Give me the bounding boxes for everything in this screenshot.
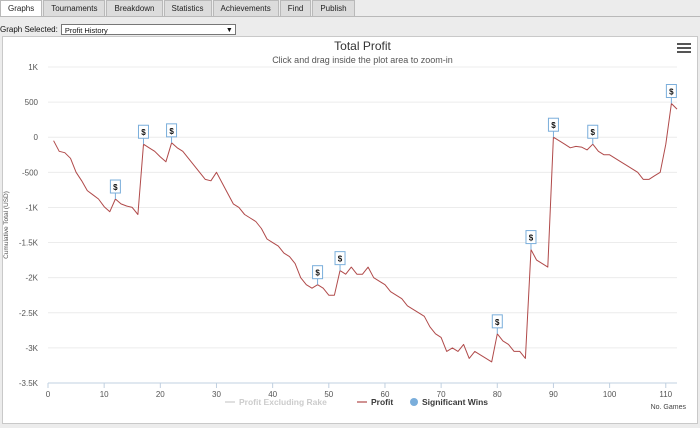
x-axis-title: No. Games (651, 404, 687, 411)
significant-win-flag (525, 230, 537, 245)
x-tick-label: 80 (493, 390, 502, 399)
significant-win-flag (491, 314, 503, 329)
significant-win-flag (312, 265, 324, 280)
x-tick-label: 0 (46, 390, 51, 399)
significant-win-flag (109, 179, 121, 194)
significant-win-label: $ (315, 269, 320, 278)
y-tick-label: -500 (22, 168, 39, 177)
significant-win-label: $ (495, 318, 500, 327)
y-tick-label: 0 (34, 133, 39, 142)
chart-title: Total Profit (334, 39, 391, 53)
y-tick-label: 1K (28, 63, 38, 72)
tab-tournaments[interactable]: Tournaments (43, 0, 106, 16)
significant-win-label: $ (338, 255, 343, 264)
significant-win-label: $ (669, 88, 674, 97)
tab-find[interactable]: Find (279, 0, 312, 16)
profit-chart[interactable]: Total Profit Click and drag inside the pl… (3, 37, 697, 423)
x-tick-label: 10 (100, 390, 109, 399)
significant-win-flag (547, 117, 559, 132)
significant-win-flag (137, 124, 149, 139)
significant-win-label: $ (141, 128, 146, 137)
x-tick-label: 40 (268, 390, 277, 399)
significant-win-label: $ (169, 127, 174, 136)
x-tick-label: 90 (549, 390, 558, 399)
x-tick-label: 100 (603, 390, 617, 399)
significant-win-flag (587, 124, 599, 139)
tab-publish[interactable]: Publish (312, 0, 355, 16)
chevron-down-icon: ▼ (225, 26, 233, 34)
graph-select-value: Profit History (64, 25, 108, 35)
x-tick-label: 70 (437, 390, 446, 399)
tab-bar: Graphs Tournaments Breakdown Statistics Achi… (0, 0, 356, 17)
graph-select-label: Graph Selected: (0, 24, 58, 34)
y-tick-label: -2K (26, 274, 39, 283)
significant-win-flag (665, 84, 677, 99)
y-tick-label: -1.5K (19, 239, 39, 248)
x-tick-label: 110 (659, 390, 672, 399)
hamburger-menu-icon[interactable] (677, 43, 691, 55)
legend-label-2[interactable]: Significant Wins (422, 397, 488, 407)
significant-win-label: $ (529, 234, 534, 243)
tab-breakdown[interactable]: Breakdown (106, 0, 163, 16)
x-tick-label: 20 (156, 390, 165, 399)
legend-label-0[interactable]: Profit Excluding Rake (239, 397, 327, 407)
x-tick-label: 30 (212, 390, 221, 399)
y-tick-label: -2.5K (19, 309, 39, 318)
y-axis-title: Cumulative Total (USD) (3, 191, 10, 259)
tab-statistics[interactable]: Statistics (163, 0, 212, 16)
y-tick-label: 500 (25, 98, 39, 107)
x-tick-label: 50 (324, 390, 333, 399)
legend-marker-significant-wins (410, 398, 418, 406)
significant-win-label: $ (113, 183, 118, 192)
tab-achievements[interactable]: Achievements (212, 0, 279, 16)
significant-win-label: $ (551, 121, 556, 130)
y-tick-label: -1K (26, 203, 39, 212)
profit-series-line (53, 103, 678, 363)
y-tick-label: -3K (26, 344, 39, 353)
y-tick-label: -3.5K (19, 379, 39, 388)
graph-select-dropdown[interactable]: Profit History ▼ (60, 23, 236, 35)
significant-win-flag (166, 123, 178, 138)
chart-subtitle: Click and drag inside the plot area to z… (272, 55, 453, 65)
tab-graphs[interactable]: Graphs (0, 0, 43, 17)
significant-win-label: $ (591, 128, 596, 137)
significant-win-flag (334, 251, 346, 266)
chart-panel[interactable]: Total Profit Click and drag inside the pl… (2, 36, 698, 424)
legend-label-1[interactable]: Profit (371, 397, 393, 407)
tab-bar-divider (0, 16, 700, 17)
graph-select-row: Graph Selected: Profit History ▼ (0, 22, 236, 36)
x-tick-label: 60 (381, 390, 390, 399)
